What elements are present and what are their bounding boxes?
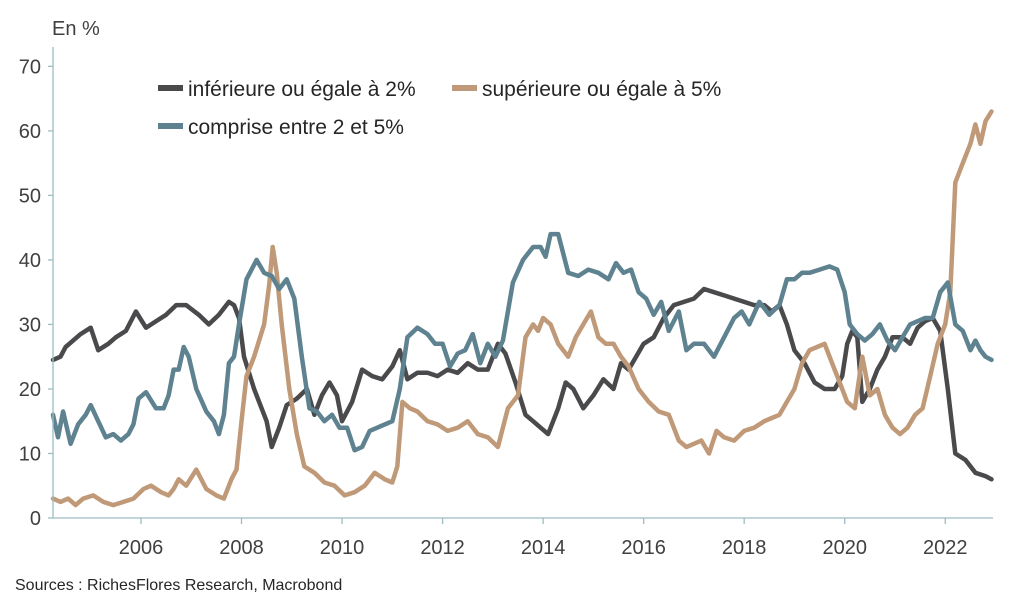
source-note: Sources : RichesFlores Research, Macrobo… xyxy=(15,577,342,594)
x-tick-label-4: 2014 xyxy=(521,537,566,559)
x-tick-label-6: 2018 xyxy=(722,537,767,559)
y-tick-label-6: 60 xyxy=(19,121,41,143)
axes xyxy=(52,47,993,519)
y-tick-label-3: 30 xyxy=(19,314,41,336)
series-line-3 xyxy=(50,231,994,453)
legend-label-series-1: inférieure ou égale à 2% xyxy=(188,78,416,101)
y-ticks: 0 10 20 30 40 50 60 70 xyxy=(19,56,53,530)
x-tick-label-8: 2022 xyxy=(923,537,968,559)
legend-label-series-3: comprise entre 2 et 5% xyxy=(188,116,404,139)
y-tick-label-5: 50 xyxy=(19,185,41,207)
x-tick-label-7: 2020 xyxy=(822,537,867,559)
series-line-1 xyxy=(50,286,994,482)
y-axis-unit-label: En % xyxy=(52,18,100,40)
x-ticks: 2006 2008 2010 2012 2014 2016 2018 2020 2022 xyxy=(119,518,968,559)
x-tick-label-2: 2010 xyxy=(320,537,365,559)
y-tick-label-2: 20 xyxy=(19,379,41,401)
y-tick-label-0: 0 xyxy=(30,508,41,530)
y-tick-label-7: 70 xyxy=(19,56,41,78)
y-tick-label-4: 40 xyxy=(19,250,41,272)
series-layer xyxy=(50,109,994,508)
x-tick-label-3: 2012 xyxy=(420,537,465,559)
legend-label-series-2: supérieure ou égale à 5% xyxy=(482,78,721,101)
x-tick-label-1: 2008 xyxy=(219,537,264,559)
series-line-2 xyxy=(50,109,994,508)
x-tick-label-5: 2016 xyxy=(621,537,666,559)
x-tick-label-0: 2006 xyxy=(119,537,164,559)
y-tick-label-1: 10 xyxy=(19,443,41,465)
legend: inférieure ou égale à 2% supérieure ou é… xyxy=(158,78,721,139)
